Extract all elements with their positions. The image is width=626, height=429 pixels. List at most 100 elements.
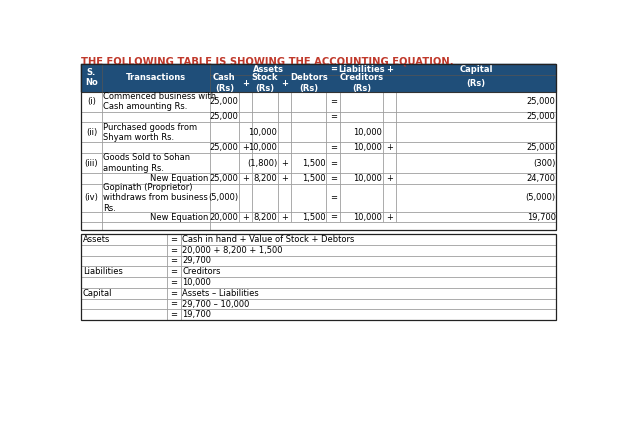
Bar xyxy=(383,142,396,153)
Text: 25,000: 25,000 xyxy=(209,97,238,106)
Text: 20,000: 20,000 xyxy=(209,212,238,221)
Bar xyxy=(210,153,239,173)
Bar xyxy=(180,234,557,245)
Text: (Rs): (Rs) xyxy=(466,79,486,88)
Bar xyxy=(180,309,557,320)
Text: (5,000): (5,000) xyxy=(525,193,556,202)
Bar xyxy=(340,75,383,91)
Bar xyxy=(239,122,252,142)
Bar xyxy=(252,112,278,122)
Bar xyxy=(101,64,210,91)
Bar xyxy=(252,91,278,112)
Bar xyxy=(340,112,383,122)
Text: +: + xyxy=(242,212,249,221)
Bar xyxy=(291,142,326,153)
Bar xyxy=(81,153,101,173)
Bar xyxy=(278,91,291,112)
Bar xyxy=(210,222,557,230)
Bar xyxy=(291,91,326,112)
Bar xyxy=(239,153,252,173)
Bar xyxy=(326,91,340,112)
Bar xyxy=(81,64,557,91)
Bar xyxy=(81,142,101,153)
Text: Liabilities: Liabilities xyxy=(338,65,385,74)
Text: +: + xyxy=(386,212,393,221)
Bar xyxy=(340,211,383,222)
Text: =: = xyxy=(170,235,177,244)
Bar xyxy=(396,184,557,211)
Text: 1,500: 1,500 xyxy=(302,212,326,221)
Text: =: = xyxy=(330,159,337,168)
Bar xyxy=(81,277,167,288)
Bar xyxy=(81,256,167,266)
Text: =: = xyxy=(170,299,177,308)
Bar xyxy=(81,91,101,112)
Bar xyxy=(340,184,383,211)
Text: Cash
(Rs): Cash (Rs) xyxy=(213,73,235,93)
Text: =: = xyxy=(170,246,177,255)
Bar xyxy=(340,153,383,173)
Bar xyxy=(396,91,557,112)
Bar xyxy=(81,122,101,142)
Bar xyxy=(396,112,557,122)
Bar xyxy=(383,64,396,75)
Bar xyxy=(252,153,278,173)
Bar xyxy=(81,234,557,320)
Bar xyxy=(180,299,557,309)
Bar xyxy=(278,142,291,153)
Bar xyxy=(81,222,101,230)
Bar xyxy=(167,309,180,320)
Bar xyxy=(396,122,557,142)
Bar xyxy=(101,222,210,230)
Bar xyxy=(252,184,278,211)
Text: 29,700 – 10,000: 29,700 – 10,000 xyxy=(182,299,250,308)
Bar xyxy=(383,91,396,112)
Bar xyxy=(239,184,252,211)
Bar xyxy=(239,91,252,112)
Bar xyxy=(167,277,180,288)
Bar xyxy=(81,299,167,309)
Text: 25,000: 25,000 xyxy=(209,112,238,121)
Bar xyxy=(252,173,278,184)
Bar xyxy=(340,64,383,75)
Text: =: = xyxy=(330,212,337,221)
Text: 19,700: 19,700 xyxy=(526,212,556,221)
Text: Debtors
(Rs): Debtors (Rs) xyxy=(290,73,327,93)
Bar xyxy=(278,211,291,222)
Bar xyxy=(326,211,340,222)
Bar xyxy=(210,184,239,211)
Bar xyxy=(81,288,167,299)
Bar xyxy=(326,153,340,173)
Bar xyxy=(383,211,396,222)
Text: 20,000 + 8,200 + 1,500: 20,000 + 8,200 + 1,500 xyxy=(182,246,282,255)
Text: 10,000: 10,000 xyxy=(353,212,382,221)
Bar xyxy=(340,91,383,112)
Bar xyxy=(101,173,210,184)
Text: +: + xyxy=(386,174,393,183)
Text: =: = xyxy=(330,174,337,183)
Text: (ii): (ii) xyxy=(86,128,97,137)
Text: =: = xyxy=(170,278,177,287)
Text: Assets: Assets xyxy=(83,235,110,244)
Bar xyxy=(101,211,210,222)
Text: =: = xyxy=(170,257,177,266)
Bar xyxy=(81,112,101,122)
Bar xyxy=(291,211,326,222)
Text: 1,500: 1,500 xyxy=(302,159,326,168)
Bar xyxy=(210,173,239,184)
Text: =: = xyxy=(330,97,337,106)
Text: Capital: Capital xyxy=(459,65,493,74)
Text: (iii): (iii) xyxy=(85,159,98,168)
Bar xyxy=(396,75,557,91)
Bar xyxy=(180,245,557,256)
Bar xyxy=(383,122,396,142)
Bar xyxy=(210,75,239,91)
Bar xyxy=(239,211,252,222)
Bar xyxy=(326,122,340,142)
Bar xyxy=(81,266,167,277)
Text: S.
No: S. No xyxy=(85,68,98,88)
Text: 29,700: 29,700 xyxy=(182,257,211,266)
Bar xyxy=(239,112,252,122)
Bar xyxy=(101,153,210,173)
Bar xyxy=(252,142,278,153)
